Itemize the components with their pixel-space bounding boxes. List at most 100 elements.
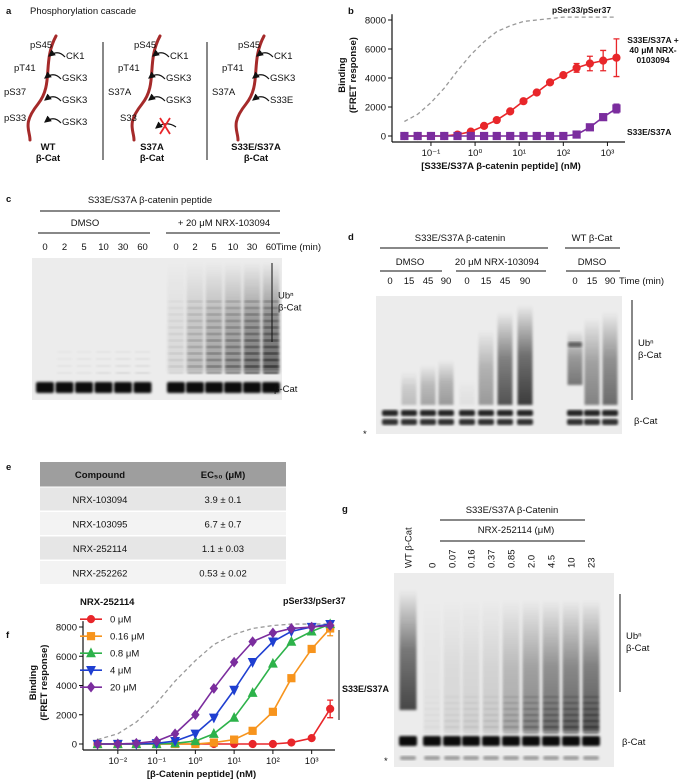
- data-point: [612, 104, 621, 113]
- gel-band: [168, 359, 184, 361]
- data-point: [492, 115, 501, 125]
- gel-band: [542, 736, 560, 746]
- lane-label: 30: [247, 242, 258, 253]
- group-label: DMSO: [578, 257, 607, 268]
- data-point: [209, 683, 219, 694]
- gel-band: [424, 732, 440, 734]
- gel-band: [225, 333, 241, 335]
- gel-band: [206, 359, 222, 361]
- kinase-arrow: [148, 93, 166, 102]
- panel-letter: c: [6, 194, 11, 205]
- marker-label: *: [363, 429, 367, 440]
- lane-label: 15: [404, 276, 415, 287]
- ub-label: β-Cat: [626, 643, 650, 654]
- gel-header: S33E/S37A β-Catenin: [466, 505, 559, 516]
- data-point: [190, 729, 201, 740]
- gel-band: [583, 702, 599, 704]
- gel-band: [263, 365, 279, 368]
- gel-band: [503, 714, 519, 716]
- gel-smear: [584, 318, 600, 405]
- gel-band: [523, 720, 539, 722]
- x-tick-label: 10²: [266, 756, 280, 767]
- gel-band: [478, 410, 494, 416]
- legend-marker: [86, 615, 96, 624]
- series-name: pSer33/pSer37: [552, 5, 612, 15]
- gel-band: [244, 320, 260, 322]
- data-point: [268, 627, 278, 639]
- gel-band: [563, 714, 579, 716]
- gel-band: [443, 736, 461, 746]
- gel-band: [168, 313, 184, 316]
- gel-band: [463, 702, 479, 704]
- data-point: [287, 738, 296, 747]
- kinase-arrow: [256, 49, 274, 58]
- site-label: pT41: [222, 63, 244, 74]
- data-point: [400, 131, 409, 141]
- gel-band: [263, 326, 279, 329]
- gel-band: [115, 358, 131, 360]
- gel-band: [483, 696, 499, 698]
- gel-band: [135, 372, 150, 374]
- lane-label: 90: [520, 276, 531, 287]
- y-tick-label: 6000: [365, 45, 386, 56]
- table-row: [40, 561, 286, 584]
- lane-label: 45: [423, 276, 434, 287]
- y-tick-label: 0: [72, 740, 77, 751]
- gel-band: [463, 756, 479, 760]
- panel-letter: a: [6, 6, 12, 17]
- gel-band: [424, 696, 440, 698]
- gel-band: [424, 708, 440, 710]
- data-point: [248, 726, 257, 735]
- data-point: [268, 707, 277, 716]
- gel-band: [262, 382, 280, 393]
- gel-band: [225, 352, 241, 355]
- lane-label: 2: [62, 242, 67, 253]
- gel-band: [135, 351, 150, 353]
- panel-letter: e: [6, 462, 11, 473]
- gel-band: [168, 365, 184, 368]
- gel-band: [187, 300, 203, 303]
- gel-smear: [482, 600, 500, 732]
- gel-band: [462, 736, 480, 746]
- lane-label: 0: [428, 563, 439, 568]
- table-header-cell: EC₅₀ (μM): [201, 470, 246, 481]
- gel-band: [187, 307, 203, 309]
- gel-smear: [243, 262, 261, 372]
- kinase-arrow: [252, 71, 270, 80]
- gel-band: [463, 696, 479, 698]
- diagram-name: β-Cat: [244, 153, 269, 164]
- gel-band: [168, 333, 184, 335]
- gel-band: [244, 372, 260, 374]
- gel-band: [225, 339, 241, 342]
- gel-smear: [542, 600, 560, 732]
- gel-band: [206, 313, 222, 316]
- gel-band: [562, 736, 580, 746]
- gel-band: [263, 359, 279, 361]
- site-label: pS37: [4, 87, 26, 98]
- gel-band: [168, 339, 184, 342]
- lane-label: 10: [98, 242, 109, 253]
- data-point: [248, 739, 257, 749]
- site-label: GSK3: [62, 117, 87, 128]
- data-point: [326, 704, 335, 714]
- data-point: [247, 658, 258, 668]
- lane-label: 10: [228, 242, 239, 253]
- lane-label: 0: [464, 276, 469, 287]
- site-label: CK1: [66, 51, 84, 62]
- gel-band: [76, 358, 92, 360]
- gel-band: [503, 708, 519, 710]
- gel-band: [115, 365, 131, 367]
- data-point: [532, 88, 541, 97]
- data-point: [286, 635, 297, 646]
- diagram-name: WT: [41, 142, 56, 153]
- data-point: [307, 734, 316, 743]
- block-cross: [159, 117, 171, 135]
- gel-band: [186, 382, 204, 393]
- x-tick-label: 10¹: [227, 756, 241, 767]
- gel-band: [503, 726, 519, 728]
- site-label: S37A: [212, 87, 236, 98]
- gel-band: [206, 372, 222, 374]
- lane-label: 60: [266, 242, 277, 253]
- gel-band: [225, 346, 241, 348]
- gel-header: S33E/S37A β-catenin peptide: [88, 195, 212, 206]
